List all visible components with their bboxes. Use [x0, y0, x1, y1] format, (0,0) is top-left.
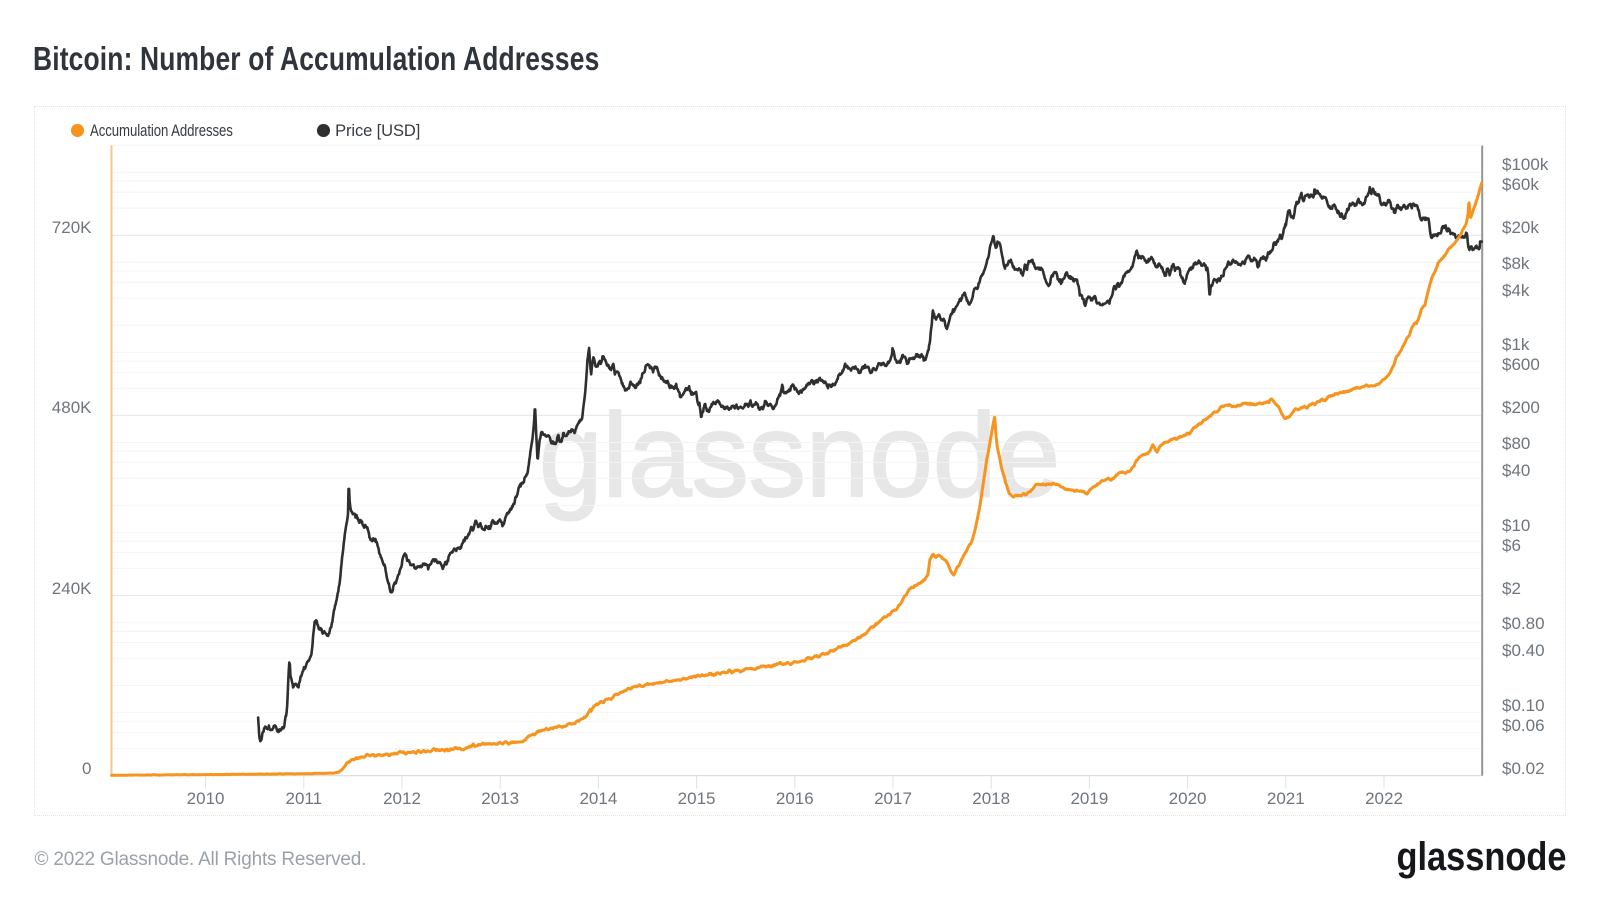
svg-text:glassnode: glassnode	[539, 389, 1060, 522]
svg-text:glassnode: glassnode	[1397, 835, 1567, 879]
